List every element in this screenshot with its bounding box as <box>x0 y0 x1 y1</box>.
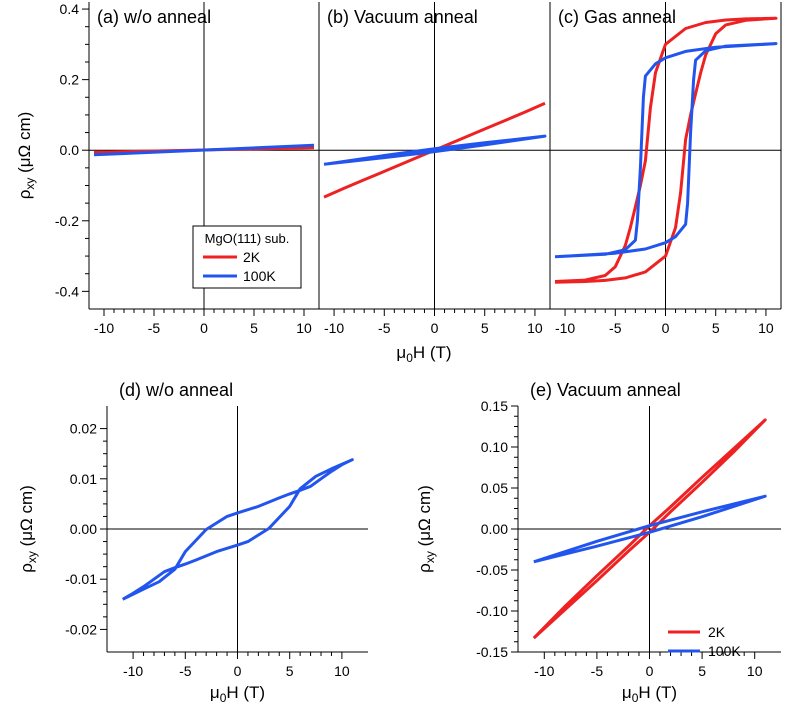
x-tick-label-e: 10 <box>747 663 763 679</box>
y-label-unit: (μΩ cm) <box>415 485 434 551</box>
legend-top-2k-label: 2K <box>243 249 261 265</box>
legend-e-100k-label: 100K <box>708 643 741 659</box>
y-label-sub: xy <box>25 551 39 563</box>
x-tick-label-d: -5 <box>179 663 192 679</box>
x-tick-label-c: 10 <box>758 320 774 336</box>
x-tick-label-a: -10 <box>94 320 114 336</box>
x-tick-label-b: -10 <box>324 320 344 336</box>
y-label-rho: ρ <box>15 190 34 200</box>
y-label-unit: (μΩ cm) <box>15 112 34 178</box>
x-tick-label-b: 5 <box>481 320 489 336</box>
series-b-100k <box>323 134 547 166</box>
series-e-2k <box>532 418 767 640</box>
panel-title-d: (d) w/o anneal <box>119 380 233 400</box>
panel-e: -10 -5 0 5 10 0.15 0.10 0.05 0.00 -0.05 -0.10 -0.15… <box>415 380 781 705</box>
x-tick-label-c: 0 <box>662 320 670 336</box>
x-tick-label-b: 10 <box>527 320 543 336</box>
x-label-rest: H (T) <box>413 343 452 362</box>
x-axis-label-top: μ0H (T) <box>396 343 451 365</box>
x-label-rest: H (T) <box>226 683 265 702</box>
x-tick-label-e: -10 <box>534 663 554 679</box>
x-tick-label-e: 5 <box>698 663 706 679</box>
series-e-100k <box>533 494 767 564</box>
x-label-mu: μ <box>622 683 632 702</box>
x-tick-label-d: -10 <box>123 663 143 679</box>
y-tick-label-e: -0.05 <box>476 562 508 578</box>
y-tick-label-d: -0.02 <box>65 621 97 637</box>
y-axis-label-a: ρxy (μΩ cm) <box>15 112 37 200</box>
panel-b: -10 -5 0 5 10 (b) Vacuum anneal <box>318 2 550 336</box>
y-tick-label-a: 0.2 <box>60 72 80 88</box>
panel-d: -10 -5 0 5 10 0.02 0.01 0.00 -0.01 -0.02 (d) w/o a… <box>17 380 368 705</box>
y-tick-label-e: 0.05 <box>481 480 508 496</box>
y-label-rho: ρ <box>415 563 434 573</box>
x-axis-label-e: μ0H (T) <box>622 683 677 705</box>
legend-top-100k-label: 100K <box>243 268 276 284</box>
panel-c: -10 -5 0 5 10 (c) Gas anneal <box>549 2 782 336</box>
y-tick-label-d: 0.02 <box>70 421 97 437</box>
panel-title-e: (e) Vacuum anneal <box>530 380 681 400</box>
y-tick-label-e: 0.15 <box>481 398 508 414</box>
x-label-sub: 0 <box>406 351 413 365</box>
panel-title-c: (c) Gas anneal <box>558 7 676 27</box>
x-tick-label-a: 10 <box>296 320 312 336</box>
y-tick-label-e: 0.00 <box>481 521 508 537</box>
x-tick-label-e: 0 <box>646 663 654 679</box>
y-label-unit: (μΩ cm) <box>17 485 36 551</box>
x-tick-label-b: -5 <box>378 320 391 336</box>
series-c-100k <box>554 42 778 259</box>
x-label-mu: μ <box>396 343 406 362</box>
plots: -10 -5 0 5 10 0.4 0.2 0.0 -0.2 -0.4 (a) w/o anneal… <box>15 1 782 705</box>
y-label-sub: xy <box>23 178 37 190</box>
series-d-100k <box>121 458 354 601</box>
x-tick-label-c: -10 <box>555 320 575 336</box>
x-label-rest: H (T) <box>638 683 677 702</box>
y-tick-label-d: -0.01 <box>65 571 97 587</box>
x-tick-label-d: 5 <box>286 663 294 679</box>
series-a-100k <box>93 143 315 157</box>
panel-title-a: (a) w/o anneal <box>97 7 211 27</box>
y-label-rho: ρ <box>17 563 36 573</box>
x-tick-label-a: -5 <box>148 320 161 336</box>
y-tick-label-a: -0.2 <box>55 213 79 229</box>
y-axis-label-d: ρxy (μΩ cm) <box>17 485 39 573</box>
y-axis-label-e: ρxy (μΩ cm) <box>415 485 437 573</box>
x-axis-label-d: μ0H (T) <box>210 683 265 705</box>
x-tick-label-c: 5 <box>712 320 720 336</box>
x-tick-label-a: 0 <box>200 320 208 336</box>
panel-title-b: (b) Vacuum anneal <box>327 7 478 27</box>
x-tick-label-b: 0 <box>431 320 439 336</box>
legend-top-title: MgO(111) sub. <box>205 231 290 246</box>
x-tick-label-c: -5 <box>609 320 622 336</box>
y-label-sub: xy <box>423 551 437 563</box>
x-label-sub: 0 <box>220 691 227 705</box>
x-tick-label-e: -5 <box>591 663 604 679</box>
panel-a: -10 -5 0 5 10 0.4 0.2 0.0 -0.2 -0.4 (a) w/o anneal… <box>15 1 319 336</box>
x-label-sub: 0 <box>632 691 639 705</box>
x-label-mu: μ <box>210 683 220 702</box>
y-tick-label-e: 0.10 <box>481 439 508 455</box>
legend-e-2k-label: 2K <box>708 624 726 640</box>
y-tick-label-a: 0.0 <box>60 142 80 158</box>
x-tick-label-d: 0 <box>234 663 242 679</box>
legend-top: MgO(111) sub. 2K 100K <box>192 225 302 289</box>
y-tick-label-d: 0.01 <box>70 471 97 487</box>
y-tick-label-a: 0.4 <box>60 1 80 17</box>
x-tick-label-a: 5 <box>250 320 258 336</box>
series-c-2k <box>554 16 778 284</box>
labels: μ0H (T) <box>396 343 451 365</box>
y-tick-label-e: -0.15 <box>476 644 508 660</box>
x-tick-label-d: 10 <box>334 663 350 679</box>
y-tick-label-a: -0.4 <box>55 283 79 299</box>
y-tick-label-d: 0.00 <box>70 521 97 537</box>
legend-e: 2K 100K <box>668 624 741 659</box>
y-tick-label-e: -0.10 <box>476 603 508 619</box>
